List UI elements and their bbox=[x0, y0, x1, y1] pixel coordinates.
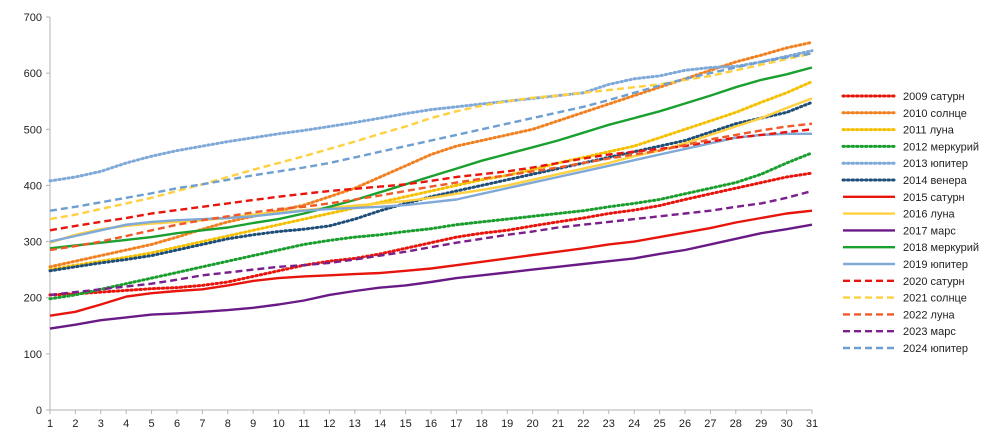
legend-label: 2023 марс bbox=[903, 326, 956, 338]
series-line bbox=[48, 80, 814, 272]
legend-label: 2010 солнце bbox=[903, 108, 967, 120]
x-tick-label: 26 bbox=[679, 418, 691, 430]
x-tick-label: 29 bbox=[755, 418, 767, 430]
series-line bbox=[49, 97, 813, 244]
x-tick-label: 22 bbox=[577, 418, 589, 430]
legend-label: 2017 марс bbox=[903, 225, 956, 237]
series-line bbox=[49, 66, 813, 250]
legend-label: 2014 венера bbox=[903, 175, 968, 187]
x-tick-label: 12 bbox=[323, 418, 335, 430]
y-tick-label: 200 bbox=[24, 293, 42, 305]
x-tick-label: 16 bbox=[425, 418, 437, 430]
legend-label: 2012 меркурий bbox=[903, 141, 979, 153]
x-tick-label: 17 bbox=[450, 418, 462, 430]
y-tick-label: 300 bbox=[24, 237, 42, 249]
series-line bbox=[49, 132, 812, 243]
x-tick-label: 20 bbox=[526, 418, 538, 430]
x-tick-label: 4 bbox=[123, 418, 129, 430]
legend-label: 2013 юпитер bbox=[903, 158, 968, 170]
series-line bbox=[48, 151, 814, 301]
legend-label: 2009 сатурн bbox=[903, 91, 965, 103]
x-tick-label: 28 bbox=[730, 418, 742, 430]
x-tick-label: 7 bbox=[199, 418, 205, 430]
x-tick-label: 27 bbox=[704, 418, 716, 430]
x-tick-label: 11 bbox=[298, 418, 309, 430]
x-tick-label: 21 bbox=[552, 418, 564, 430]
x-tick-label: 3 bbox=[98, 418, 104, 430]
series-line bbox=[48, 171, 814, 297]
series-line bbox=[49, 223, 813, 330]
y-tick-label: 700 bbox=[24, 12, 42, 24]
legend-label: 2021 солнце bbox=[903, 293, 967, 305]
x-tick-label: 24 bbox=[628, 418, 640, 430]
x-tick-label: 2 bbox=[72, 418, 78, 430]
series-line bbox=[49, 52, 813, 212]
x-tick-label: 8 bbox=[225, 418, 231, 430]
x-tick-label: 10 bbox=[272, 418, 284, 430]
legend-label: 2016 луна bbox=[903, 209, 956, 221]
series-line bbox=[49, 52, 813, 221]
series-line bbox=[49, 189, 813, 297]
legend: 2009 сатурн 2010 солнце 2011 луна 2012 мерк… bbox=[841, 91, 979, 355]
x-tick-label: 5 bbox=[149, 418, 155, 430]
series-line bbox=[49, 128, 813, 232]
series-line bbox=[49, 209, 813, 317]
y-tick-label: 400 bbox=[24, 180, 42, 192]
legend-label: 2024 юпитер bbox=[903, 343, 968, 355]
y-tick-label: 500 bbox=[24, 124, 42, 136]
x-tick-label: 6 bbox=[174, 418, 180, 430]
series-line bbox=[48, 49, 814, 183]
x-tick-label: 31 bbox=[806, 418, 818, 430]
x-tick-label: 13 bbox=[349, 418, 361, 430]
legend-label: 2015 сатурн bbox=[903, 192, 965, 204]
legend-label: 2020 сатурн bbox=[903, 276, 965, 288]
legend-label: 2018 меркурий bbox=[903, 242, 979, 254]
x-tick-label: 9 bbox=[250, 418, 256, 430]
y-tick-label: 100 bbox=[24, 349, 42, 361]
legend-label: 2019 юпитер bbox=[903, 259, 968, 271]
x-tick-label: 1 bbox=[47, 418, 53, 430]
x-tick-label: 25 bbox=[653, 418, 665, 430]
legend-label: 2022 луна bbox=[903, 309, 956, 321]
x-tick-label: 23 bbox=[603, 418, 615, 430]
y-tick-label: 600 bbox=[24, 68, 42, 80]
x-tick-label: 30 bbox=[780, 418, 792, 430]
x-tick-label: 15 bbox=[399, 418, 411, 430]
legend-label: 2011 луна bbox=[903, 125, 955, 137]
series-line bbox=[49, 122, 813, 252]
x-tick-label: 19 bbox=[501, 418, 513, 430]
x-tick-label: 18 bbox=[476, 418, 488, 430]
x-tick-label: 14 bbox=[374, 418, 386, 430]
y-tick-label: 0 bbox=[36, 405, 42, 417]
